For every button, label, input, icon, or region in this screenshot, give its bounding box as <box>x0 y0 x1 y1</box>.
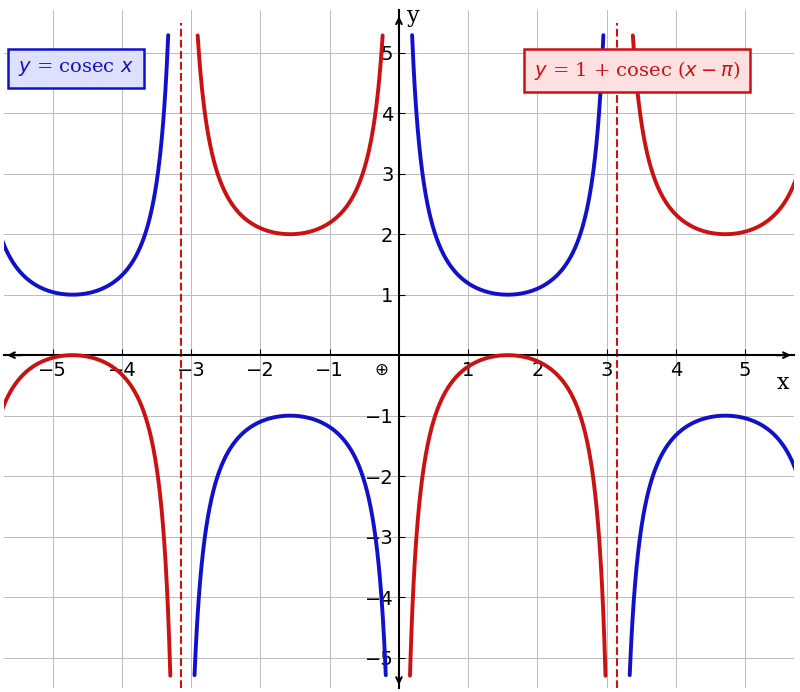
Text: $y$ = cosec $x$: $y$ = cosec $x$ <box>18 59 134 78</box>
Text: $\oplus$: $\oplus$ <box>374 361 389 379</box>
Text: x: x <box>777 372 790 394</box>
Text: $y$ = 1 + cosec ($x - \pi$): $y$ = 1 + cosec ($x - \pi$) <box>534 59 740 82</box>
Text: y: y <box>407 6 420 28</box>
